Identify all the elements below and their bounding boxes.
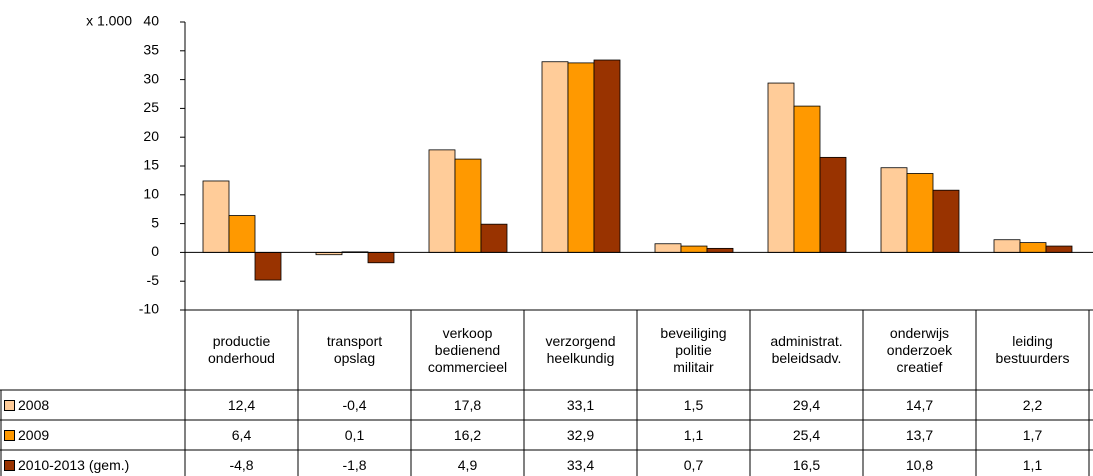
y-tick-label: 10 — [143, 186, 159, 202]
table-value: 0,7 — [683, 456, 704, 473]
bar — [228, 215, 256, 253]
legend-label: 2008 — [18, 397, 50, 413]
table-value: 6,4 — [231, 426, 252, 443]
y-tick-label: 15 — [143, 157, 159, 173]
table-value: -4,8 — [229, 456, 254, 473]
bar — [819, 156, 847, 253]
bar — [654, 243, 682, 253]
table-value: 0,1 — [344, 426, 365, 443]
bar — [1045, 245, 1073, 253]
bar — [254, 251, 282, 281]
legend-item: 2008 — [4, 390, 49, 420]
category-label: leiding bestuurders — [995, 333, 1070, 366]
bar — [567, 62, 595, 253]
table-value: 1,1 — [683, 426, 704, 443]
y-tick-label: 35 — [143, 42, 159, 58]
table-value: 2,2 — [1022, 396, 1043, 413]
category-label: verkoop bedienend commercieel — [427, 324, 508, 375]
table-value: 25,4 — [792, 426, 821, 443]
table-value: 1,7 — [1022, 426, 1043, 443]
table-value: 1,5 — [683, 396, 704, 413]
table-value: 10,8 — [905, 456, 934, 473]
bar — [706, 247, 734, 253]
table-value: 1,1 — [1022, 456, 1043, 473]
y-tick-label: 40 — [143, 13, 159, 29]
category-label: onderwijs onderzoek creatief — [886, 324, 953, 375]
table-value: 16,2 — [453, 426, 482, 443]
bar — [793, 105, 821, 253]
bar — [906, 173, 934, 253]
legend-swatch — [4, 429, 15, 441]
table-value: -1,8 — [342, 456, 367, 473]
bar — [428, 149, 456, 253]
y-tick-label: 30 — [143, 70, 159, 86]
category-label: productie onderhoud — [208, 333, 275, 366]
table-value: 29,4 — [792, 396, 821, 413]
table-value: 14,7 — [905, 396, 934, 413]
y-tick-label: 25 — [143, 99, 159, 115]
category-label: verzorgend heelkundig — [545, 333, 616, 366]
bar — [202, 180, 230, 253]
category-label: administrat. beleidsadv. — [770, 333, 843, 366]
legend-label: 2010-2013 (gem.) — [18, 457, 130, 473]
y-tick-label: 5 — [151, 214, 159, 230]
table-value: 33,4 — [566, 456, 595, 473]
table-value: 13,7 — [905, 426, 934, 443]
bar — [367, 251, 395, 264]
legend-swatch — [4, 399, 15, 411]
bar — [880, 167, 908, 253]
bar — [932, 189, 960, 253]
table-value: 17,8 — [453, 396, 482, 413]
bar — [767, 82, 795, 253]
legend-label: 2009 — [18, 427, 50, 443]
table-value: 4,9 — [457, 456, 478, 473]
y-unit-label: x 1.000 — [86, 13, 132, 29]
bar — [993, 239, 1021, 253]
legend-item: 2009 — [4, 420, 49, 450]
bar — [541, 61, 569, 253]
y-tick-label: 0 — [151, 243, 159, 259]
legend-swatch — [4, 459, 15, 471]
bar — [1019, 242, 1047, 253]
table-value: 12,4 — [227, 396, 256, 413]
category-label: beveiliging politie militair — [660, 324, 727, 375]
y-tick-label: 20 — [143, 128, 159, 144]
legend-item: 2010-2013 (gem.) — [4, 450, 129, 476]
bar — [680, 245, 708, 253]
y-tick-label: -5 — [147, 272, 160, 288]
bar — [593, 59, 621, 253]
y-tick-label: -10 — [139, 301, 159, 317]
bar — [454, 158, 482, 253]
bar — [480, 223, 508, 253]
category-label: transport opslag — [326, 333, 383, 366]
table-value: 16,5 — [792, 456, 821, 473]
table-value: 33,1 — [566, 396, 595, 413]
table-value: -0,4 — [342, 396, 367, 413]
table-value: 32,9 — [566, 426, 595, 443]
